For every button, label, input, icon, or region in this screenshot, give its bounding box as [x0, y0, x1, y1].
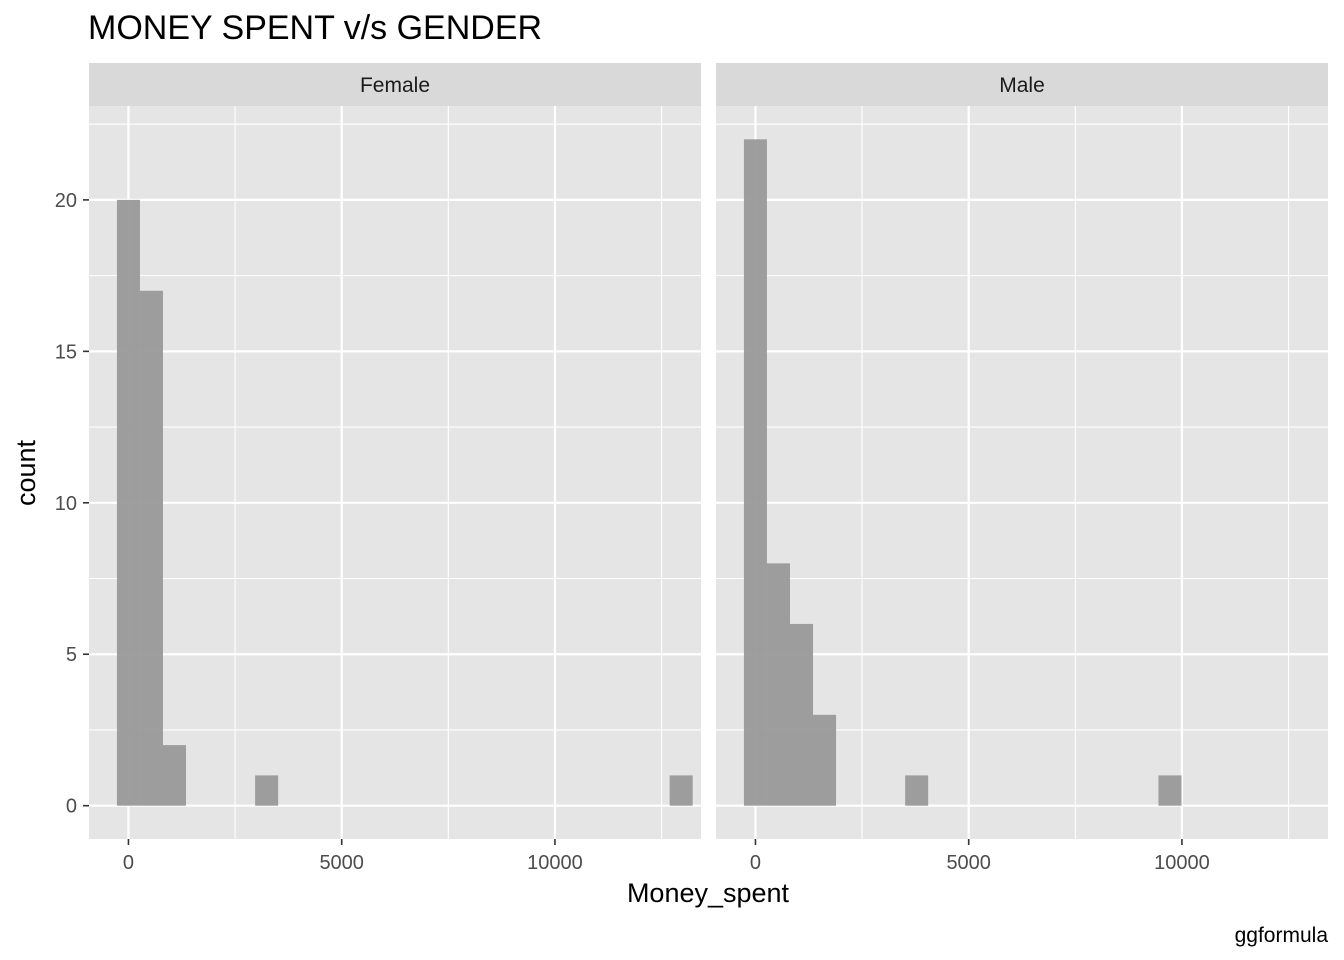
y-tick-label: 20	[55, 190, 77, 212]
histogram-bar	[669, 775, 693, 806]
histogram-bar	[116, 199, 140, 806]
facet-strip-label: Male	[999, 74, 1045, 97]
x-tick-label: 0	[750, 852, 761, 874]
panel-background	[89, 106, 701, 839]
histogram-bar	[255, 775, 279, 806]
facet-strip	[89, 63, 701, 106]
y-tick-label: 0	[66, 796, 77, 818]
y-tick-label: 15	[55, 341, 77, 363]
y-tick-label: 5	[66, 644, 77, 666]
x-tick-label: 0	[123, 852, 134, 874]
x-tick-label: 5000	[946, 852, 991, 874]
histogram-bar	[1158, 775, 1182, 806]
x-tick-label: 10000	[1154, 852, 1210, 874]
panel-male: Male 0 5000 10000	[716, 63, 1328, 874]
panels-layer: Female 0 5000 10000 0 5 10 15 20 Male 0 5000 10000	[55, 63, 1328, 874]
y-tick-label: 10	[55, 493, 77, 515]
facet-strip-label: Female	[360, 74, 430, 97]
histogram-bar	[766, 563, 790, 806]
x-axis-title: Money_spent	[627, 878, 790, 908]
panel-female: Female 0 5000 10000 0 5 10 15 20	[55, 63, 701, 874]
histogram-bar	[139, 290, 163, 806]
histogram-bar	[905, 775, 929, 806]
facet-strip	[716, 63, 1328, 106]
histogram-bar	[789, 623, 814, 806]
histogram-bar	[162, 745, 187, 806]
histogram-bar	[813, 714, 837, 806]
y-axis-title: count	[11, 439, 41, 506]
x-tick-label: 5000	[319, 852, 364, 874]
chart-title: MONEY SPENT v/s GENDER	[88, 9, 542, 47]
histogram-bar	[743, 139, 767, 806]
chart-caption: ggformula	[1235, 924, 1329, 947]
x-tick-label: 10000	[527, 852, 583, 874]
